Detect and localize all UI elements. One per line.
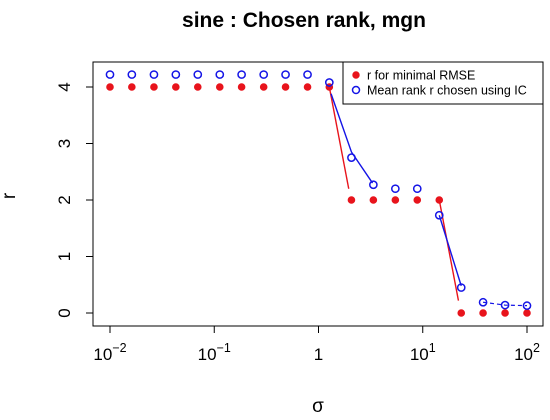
- blue-point: [127, 70, 137, 79]
- x-tick-label: 101: [410, 341, 436, 364]
- chart-title: sine : Chosen rank, mgn: [182, 9, 426, 32]
- x-axis-label: σ: [312, 396, 324, 417]
- red-point: [303, 83, 312, 91]
- blue-point: [215, 70, 225, 79]
- blue-point: [434, 210, 444, 220]
- blue-point: [412, 184, 422, 194]
- legend-label: Mean rank r chosen using IC: [367, 84, 527, 98]
- blue-point: [259, 70, 269, 79]
- blue-transition-line: [330, 93, 374, 184]
- red-point: [128, 83, 136, 91]
- red-point: [369, 196, 378, 204]
- red-point: [413, 196, 422, 204]
- blue-point: [478, 297, 488, 307]
- red-point: [391, 196, 400, 204]
- data-marks: [105, 70, 532, 317]
- red-point: [347, 196, 356, 204]
- y-tick-label: 0: [55, 308, 74, 317]
- red-transition-line: [328, 86, 350, 189]
- blue-point: [237, 70, 246, 79]
- red-point: [237, 83, 246, 91]
- y-tick-label: 3: [55, 139, 74, 148]
- red-point: [457, 309, 466, 317]
- blue-point: [391, 184, 400, 194]
- red-point: [281, 83, 290, 91]
- blue-point: [149, 70, 159, 79]
- red-point: [501, 309, 509, 317]
- red-point: [523, 309, 531, 317]
- x-tick-label: 1: [314, 345, 323, 364]
- y-tick-label: 4: [55, 82, 74, 91]
- x-tick-label: 10−1: [198, 341, 231, 364]
- red-point: [193, 83, 202, 91]
- y-tick-label: 2: [55, 195, 74, 204]
- blue-point: [303, 70, 312, 79]
- blue-point: [456, 283, 466, 292]
- blue-point: [281, 70, 290, 79]
- y-tick-label: 1: [55, 252, 74, 261]
- blue-point: [171, 70, 181, 79]
- blue-point: [347, 153, 356, 162]
- blue-tail-line: [482, 301, 528, 307]
- blue-point: [193, 70, 203, 79]
- x-tick-label: 10−2: [93, 341, 126, 364]
- red-point: [150, 83, 158, 91]
- red-point: [172, 83, 180, 91]
- legend-box: [342, 61, 544, 105]
- axes: 10−2 10−1 1 101 102 0 1 2 3 4: [55, 82, 540, 364]
- blue-point: [369, 180, 378, 190]
- blue-transition-line: [438, 215, 462, 287]
- y-axis-label: r: [0, 192, 20, 199]
- red-point: [106, 83, 114, 91]
- legend-marker: [352, 71, 360, 79]
- blue-point: [324, 78, 334, 87]
- red-point: [259, 83, 268, 91]
- blue-point: [105, 70, 115, 79]
- blue-point: [500, 300, 510, 310]
- x-tick-label: 102: [514, 341, 540, 364]
- legend-label: r for minimal RMSE: [367, 69, 475, 83]
- red-point: [215, 83, 224, 91]
- red-point: [435, 196, 444, 204]
- legend-marker: [351, 85, 361, 95]
- red-point: [479, 309, 487, 317]
- blue-point: [522, 301, 532, 311]
